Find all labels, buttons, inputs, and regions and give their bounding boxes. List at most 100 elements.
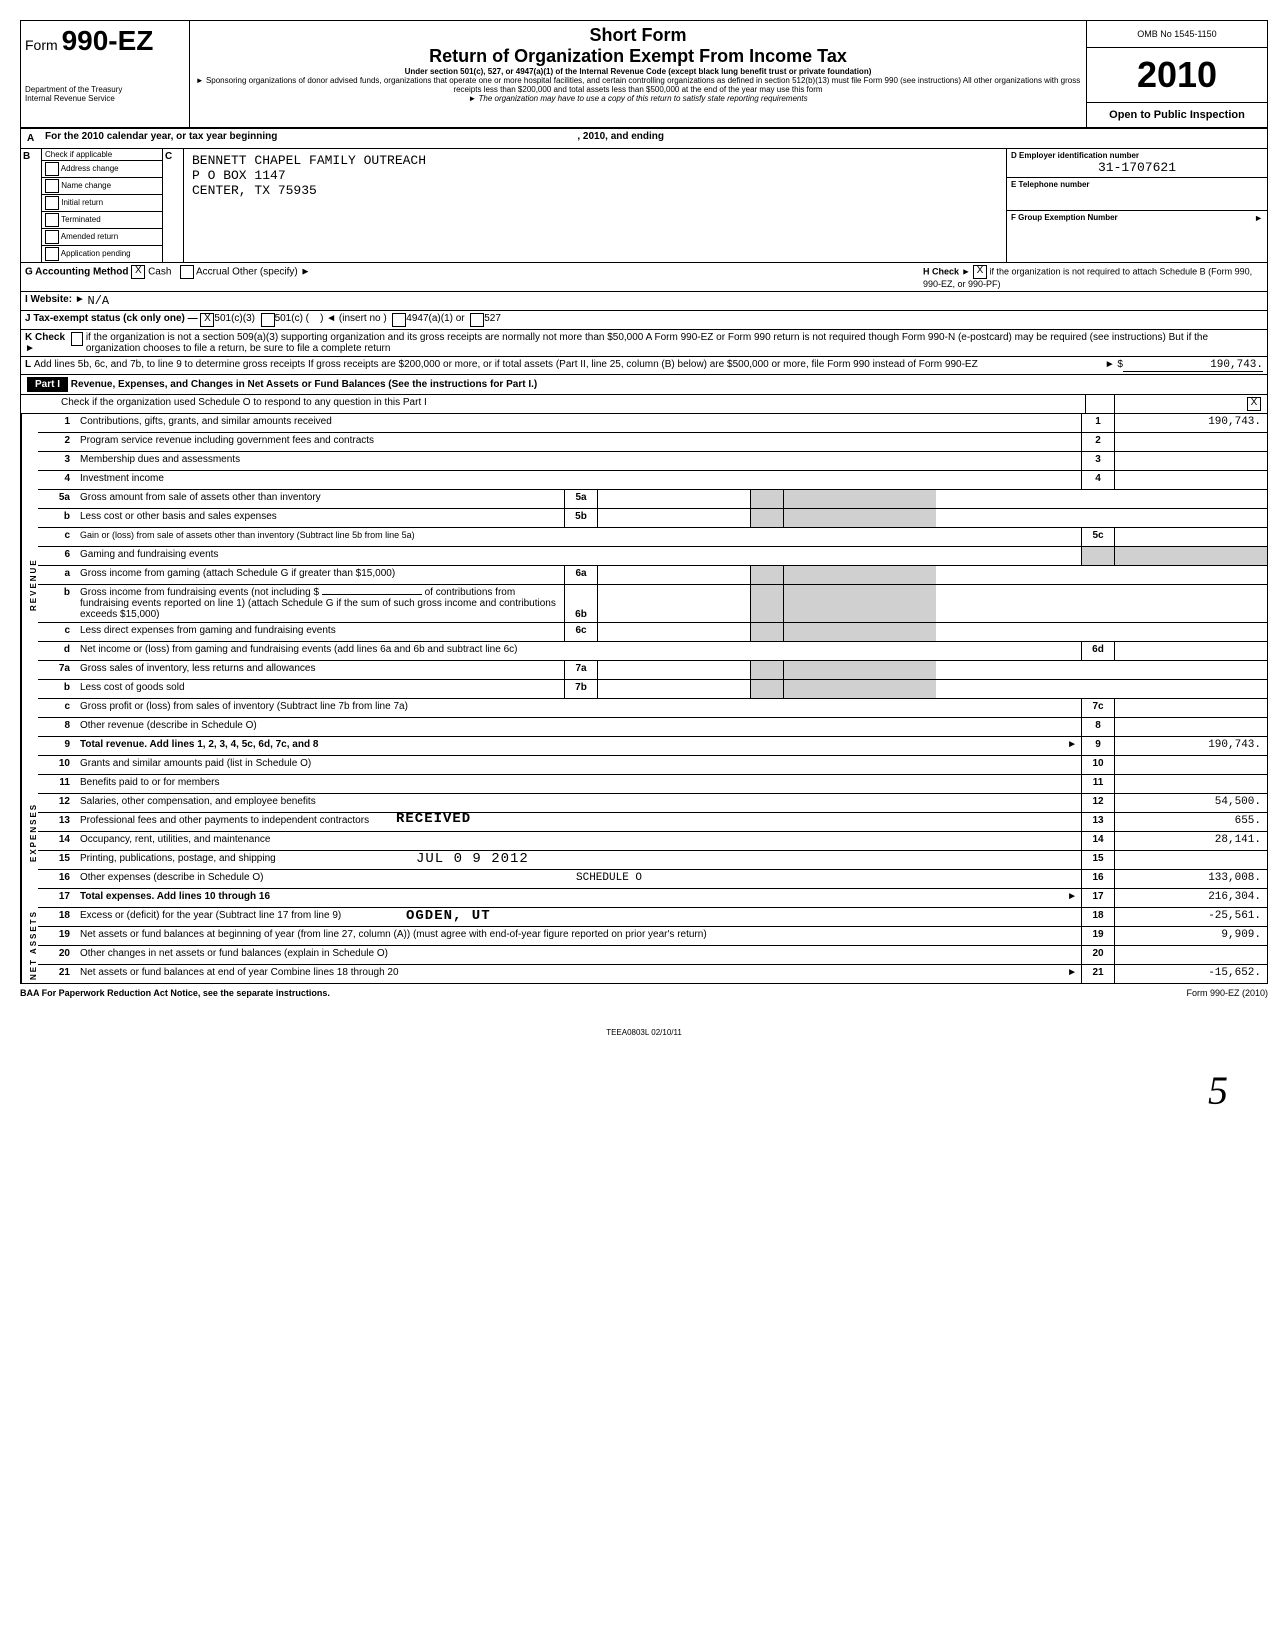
line-8: 8 Other revenue (describe in Schedule O)… — [38, 718, 1267, 737]
check-applicable: Check if applicable — [42, 149, 162, 161]
handwritten-5: 5 — [20, 1067, 1228, 1114]
footer-baa: BAA For Paperwork Reduction Act Notice, … — [20, 988, 1186, 998]
line-6d: d Net income or (loss) from gaming and f… — [38, 642, 1267, 661]
check-applicable-col: Check if applicable Address change Name … — [42, 149, 163, 262]
cash-label: Cash — [148, 267, 171, 278]
copy-note: ► The organization may have to use a cop… — [194, 94, 1082, 103]
l-arrow: ► $ — [1105, 359, 1123, 372]
form-label: Form — [25, 37, 58, 53]
section-h: H Check ► X if the organization is not r… — [923, 265, 1263, 289]
section-a-text: For the 2010 calendar year, or tax year … — [45, 131, 277, 146]
footer: BAA For Paperwork Reduction Act Notice, … — [20, 984, 1268, 998]
line-21: 21 Net assets or fund balances at end of… — [38, 965, 1267, 983]
section-b-label: B — [21, 149, 42, 262]
footer-form: Form 990-EZ (2010) — [1186, 988, 1268, 998]
line-5c: c Gain or (loss) from sale of assets oth… — [38, 528, 1267, 547]
line-7c: c Gross profit or (loss) from sales of i… — [38, 699, 1267, 718]
part1-label: Part I — [27, 377, 68, 392]
sponsoring-text: ► Sponsoring organizations of donor advi… — [194, 76, 1082, 94]
website-value: N/A — [88, 294, 110, 308]
line-6b: b Gross income from fundraising events (… — [38, 585, 1267, 623]
address-block: B Check if applicable Address change Nam… — [21, 149, 1267, 263]
accounting-method-label: G Accounting Method — [25, 267, 129, 278]
k-text: if the organization is not a section 509… — [86, 332, 1263, 354]
501c3-label: 501(c)(3) — [214, 313, 255, 327]
line-13: 13 Professional fees and other payments … — [38, 813, 1267, 832]
part1-check-text: Check if the organization used Schedule … — [21, 395, 1085, 413]
footer-teea: TEEA0803L 02/10/11 — [20, 1028, 1268, 1037]
section-j-row: J Tax-exempt status (ck only one) — X 50… — [21, 311, 1267, 330]
line-17: 17 Total expenses. Add lines 10 through … — [38, 889, 1267, 908]
l-amount: 190,743. — [1123, 359, 1263, 372]
line-6: 6 Gaming and fundraising events — [38, 547, 1267, 566]
k-label: K Check ► — [25, 332, 68, 354]
line-7b: b Less cost of goods sold 7b — [38, 680, 1267, 699]
section-i-row: I Website: ► N/A — [21, 292, 1267, 311]
501c-checkbox[interactable] — [261, 313, 275, 327]
section-a-ending: , 2010, and ending — [577, 131, 664, 146]
527-checkbox[interactable] — [470, 313, 484, 327]
4947-checkbox[interactable] — [392, 313, 406, 327]
section-a-label: A — [25, 131, 45, 146]
line-5b: b Less cost or other basis and sales exp… — [38, 509, 1267, 528]
k-checkbox[interactable] — [71, 332, 83, 346]
insert-no: ) ◄ (insert no ) — [320, 313, 387, 327]
part1-check-row: Check if the organization used Schedule … — [21, 395, 1267, 414]
line-11: 11 Benefits paid to or for members 11 — [38, 775, 1267, 794]
check-address-change[interactable]: Address change — [42, 161, 162, 178]
open-public: Open to Public Inspection — [1087, 103, 1267, 127]
line-16: 16 Other expenses (describe in Schedule … — [38, 870, 1267, 889]
under-section: Under section 501(c), 527, or 4947(a)(1)… — [194, 67, 1082, 76]
line-19: 19 Net assets or fund balances at beginn… — [38, 927, 1267, 946]
omb-number: OMB No 1545-1150 — [1087, 21, 1267, 48]
form-number: Form 990-EZ — [25, 25, 185, 57]
section-g-row: G Accounting Method X Cash Accrual Other… — [21, 263, 1267, 292]
check-terminated[interactable]: Terminated — [42, 212, 162, 229]
received-stamp: RECEIVED — [396, 811, 471, 827]
org-addr2: CENTER, TX 75935 — [192, 183, 998, 198]
line-15: 15 Printing, publications, postage, and … — [38, 851, 1267, 870]
header-left: Form 990-EZ Department of the Treasury I… — [21, 21, 190, 127]
accrual-label: Accrual Other (specify) ► — [196, 267, 310, 278]
ein-label: D Employer identification number — [1011, 151, 1263, 160]
ein-row: D Employer identification number 31-1707… — [1007, 149, 1267, 178]
phone-row: E Telephone number — [1007, 178, 1267, 211]
website-label: I Website: ► — [25, 294, 85, 308]
arrow-icon: ► — [1254, 213, 1263, 223]
line-1: 1 Contributions, gifts, grants, and simi… — [38, 414, 1267, 433]
header-center: Short Form Return of Organization Exempt… — [190, 21, 1086, 127]
line-3: 3 Membership dues and assessments 3 — [38, 452, 1267, 471]
l-text: Add lines 5b, 6c, and 7b, to line 9 to d… — [34, 359, 1105, 372]
schedule-o-checkbox[interactable]: X — [1247, 397, 1261, 411]
section-l-row: L Add lines 5b, 6c, and 7b, to line 9 to… — [21, 357, 1267, 375]
line-7a: 7a Gross sales of inventory, less return… — [38, 661, 1267, 680]
accrual-checkbox[interactable] — [180, 265, 194, 279]
line-12: 12 Salaries, other compensation, and emp… — [38, 794, 1267, 813]
h-checkbox[interactable]: X — [973, 265, 987, 279]
line-4: 4 Investment income 4 — [38, 471, 1267, 490]
org-address: BENNETT CHAPEL FAMILY OUTREACH P O BOX 1… — [184, 149, 1006, 262]
revenue-vertical-label: REVENUE — [21, 414, 38, 756]
expenses-vertical-label: EXPENSES — [21, 756, 38, 908]
form-header: Form 990-EZ Department of the Treasury I… — [21, 21, 1267, 129]
527-label: 527 — [484, 313, 501, 327]
cash-checkbox[interactable]: X — [131, 265, 145, 279]
group-exemption-row: F Group Exemption Number ► — [1007, 211, 1267, 225]
header-right: OMB No 1545-1150 2010 Open to Public Ins… — [1086, 21, 1267, 127]
section-c-label: C — [163, 149, 184, 262]
line-14: 14 Occupancy, rent, utilities, and maint… — [38, 832, 1267, 851]
line-9: 9 Total revenue. Add lines 1, 2, 3, 4, 5… — [38, 737, 1267, 756]
line-2: 2 Program service revenue including gove… — [38, 433, 1267, 452]
addr-right-col: D Employer identification number 31-1707… — [1006, 149, 1267, 262]
501c3-checkbox[interactable]: X — [200, 313, 214, 327]
form-container: Form 990-EZ Department of the Treasury I… — [20, 20, 1268, 984]
check-initial-return[interactable]: Initial return — [42, 195, 162, 212]
org-name: BENNETT CHAPEL FAMILY OUTREACH — [192, 153, 998, 168]
section-a: A For the 2010 calendar year, or tax yea… — [21, 129, 1267, 149]
tax-year: 2010 — [1087, 48, 1267, 103]
check-pending[interactable]: Application pending — [42, 246, 162, 262]
check-name-change[interactable]: Name change — [42, 178, 162, 195]
line-6c: c Less direct expenses from gaming and f… — [38, 623, 1267, 642]
netassets-vertical-label: NET ASSETS — [21, 908, 38, 983]
check-amended[interactable]: Amended return — [42, 229, 162, 246]
